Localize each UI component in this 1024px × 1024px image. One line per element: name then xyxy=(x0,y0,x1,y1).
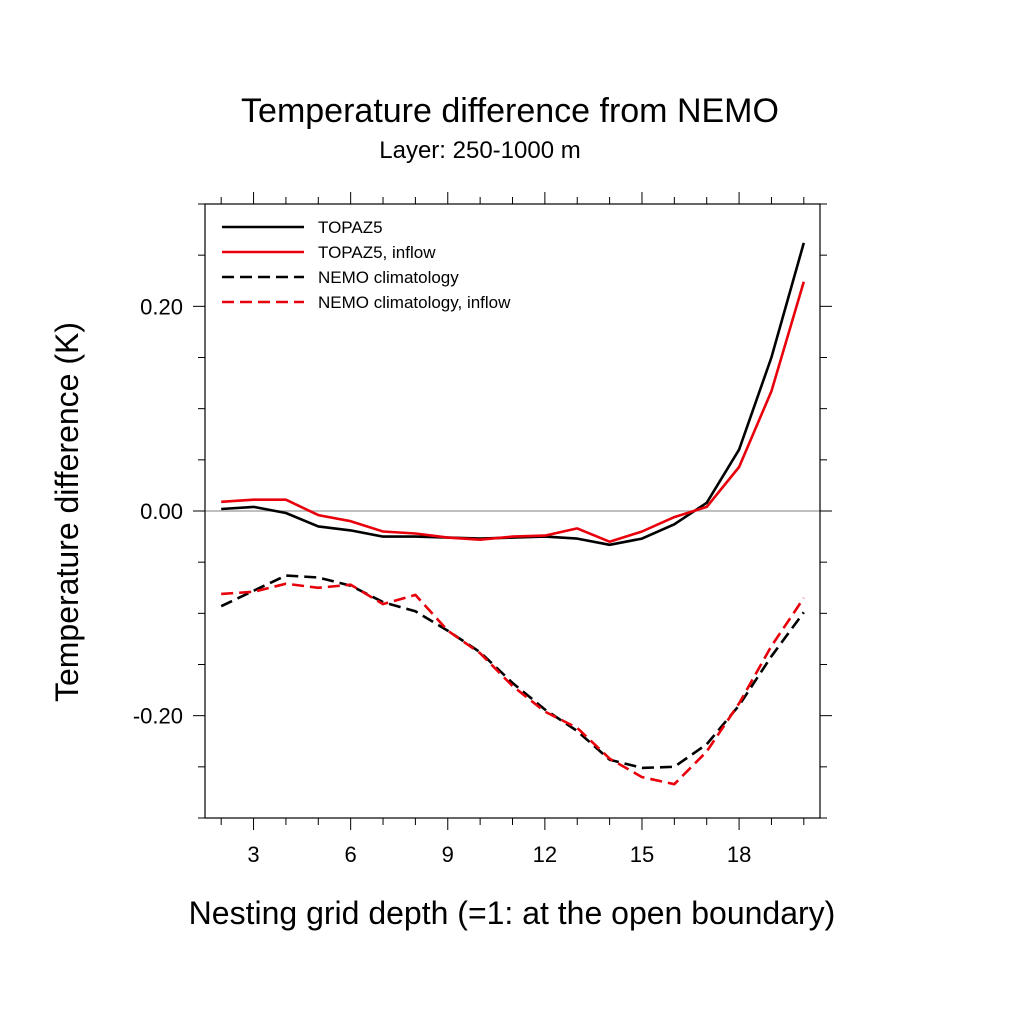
series-line-1 xyxy=(221,242,806,547)
y-tick-label: 0.00 xyxy=(140,499,183,524)
y-tick-label: 0.20 xyxy=(140,294,183,319)
x-tick-label: 3 xyxy=(247,842,259,867)
x-tick-label: 6 xyxy=(345,842,357,867)
series-line-3 xyxy=(220,574,805,770)
y-axis-title: Temperature difference (K) xyxy=(49,322,85,702)
chart-subtitle: Layer: 250-1000 m xyxy=(379,137,580,164)
x-axis-title: Nesting grid depth (=1: at the open boun… xyxy=(189,895,836,931)
x-tick-label: 15 xyxy=(630,842,654,867)
plot-area: 3 6 9 12 15 18 0.20 0.00 -0.20 TOPAZ5 TOPAZ5, infl… xyxy=(133,192,832,867)
legend-label-1: TOPAZ5 xyxy=(318,218,383,237)
x-tick-label: 12 xyxy=(533,842,557,867)
chart-title: Temperature difference from NEMO xyxy=(241,92,779,130)
series-line-2 xyxy=(221,281,806,544)
legend-label-3: NEMO climatology xyxy=(318,268,459,287)
x-tick-label: 9 xyxy=(442,842,454,867)
y-tick-label: -0.20 xyxy=(133,704,183,729)
legend-label-2: TOPAZ5, inflow xyxy=(318,243,436,262)
legend-label-4: NEMO climatology, inflow xyxy=(318,293,511,312)
x-tick-label: 18 xyxy=(727,842,751,867)
series-line-4 xyxy=(221,582,805,786)
